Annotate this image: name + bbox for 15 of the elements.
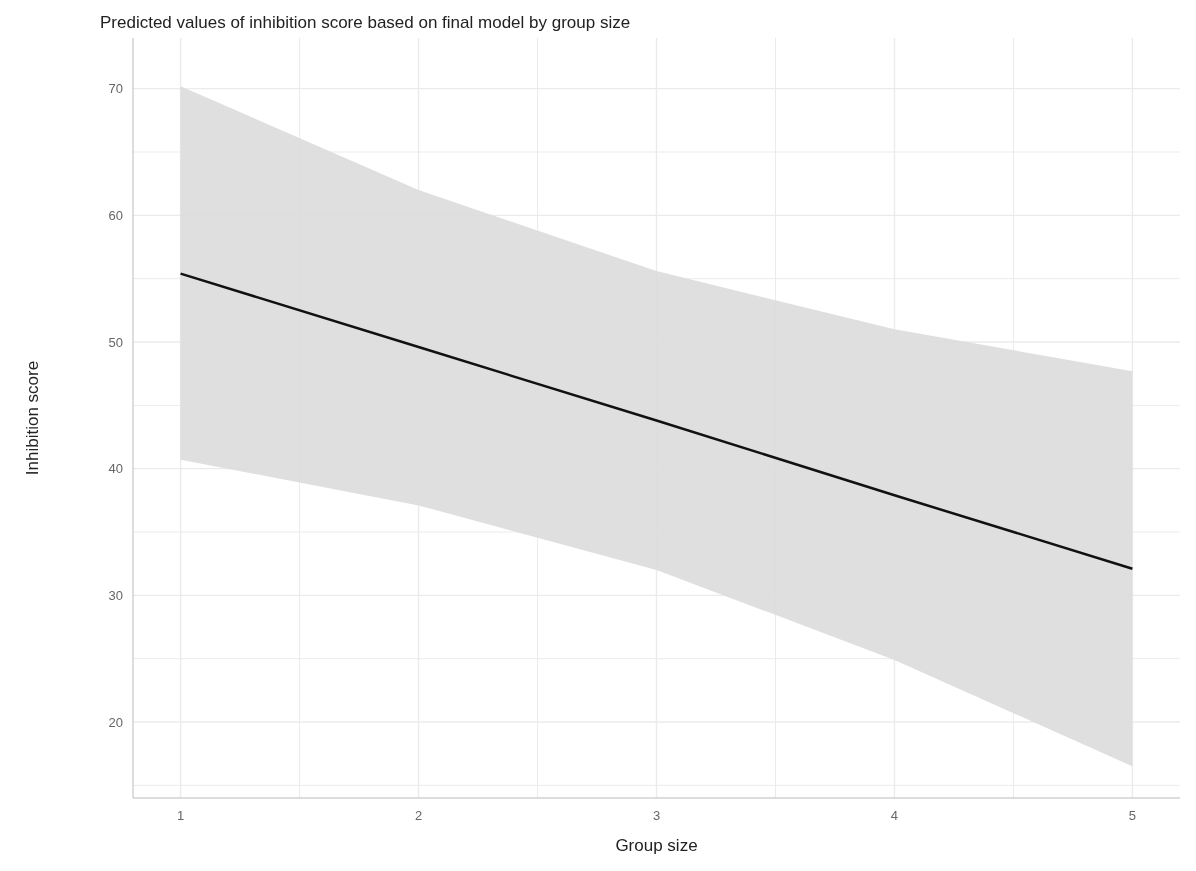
x-tick-label: 2 — [414, 808, 423, 823]
y-tick-label: 20 — [108, 714, 123, 730]
x-tick-label: 5 — [1128, 808, 1137, 823]
chart-title: Predicted values of inhibition score based on final model by group size — [100, 13, 631, 32]
line-series — [179, 272, 1134, 570]
y-tick-label: 30 — [108, 587, 123, 603]
x-tick-label: 4 — [890, 808, 899, 823]
x-tick-label: 1 — [176, 808, 185, 823]
y-axis-title: Inhibition score — [23, 360, 42, 476]
y-tick-label: 50 — [108, 334, 123, 350]
x-tick-label: 3 — [652, 808, 661, 823]
y-tick-label: 60 — [108, 207, 123, 223]
y-tick-label: 40 — [108, 461, 123, 477]
y-tick-label: 70 — [108, 81, 123, 97]
x-axis-title: Group size — [615, 836, 698, 855]
